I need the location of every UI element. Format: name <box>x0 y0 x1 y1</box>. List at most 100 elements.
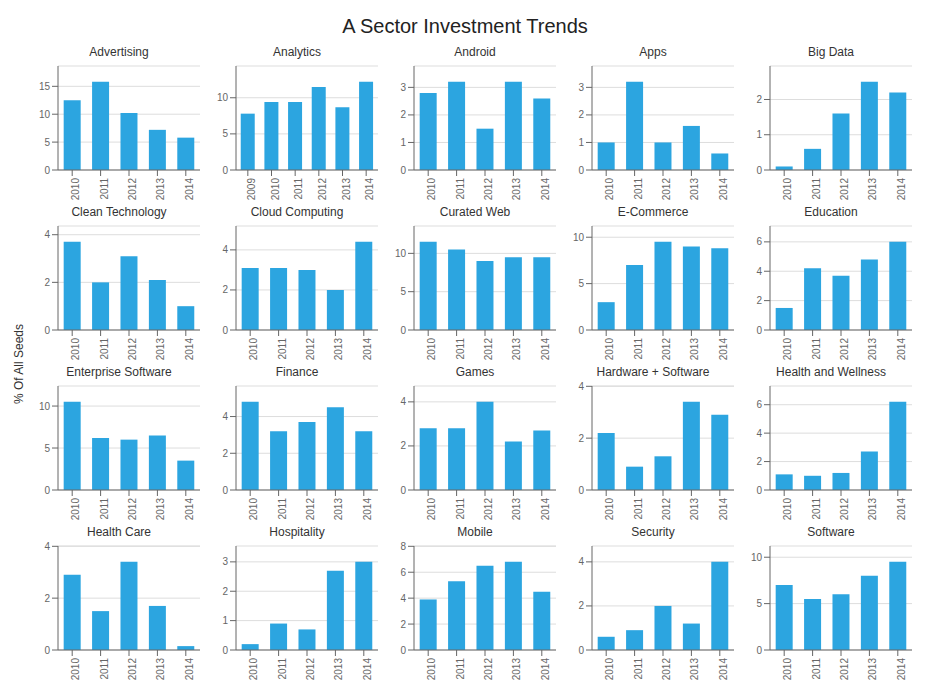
svg-text:2012: 2012 <box>483 338 494 361</box>
svg-text:2011: 2011 <box>811 498 822 520</box>
svg-text:2011: 2011 <box>633 178 644 200</box>
svg-text:0: 0 <box>222 485 228 496</box>
svg-text:4: 4 <box>222 411 228 422</box>
svg-text:4: 4 <box>756 266 762 277</box>
svg-text:2011: 2011 <box>455 658 466 680</box>
svg-text:2012: 2012 <box>661 658 672 681</box>
svg-text:2013: 2013 <box>512 658 523 681</box>
svg-text:10: 10 <box>39 401 51 412</box>
svg-text:2013: 2013 <box>690 658 701 681</box>
svg-text:0: 0 <box>756 165 762 176</box>
svg-text:2013: 2013 <box>334 498 345 521</box>
svg-text:2010: 2010 <box>426 338 437 361</box>
svg-text:2012: 2012 <box>127 498 138 521</box>
svg-text:2012: 2012 <box>661 498 672 521</box>
svg-text:4: 4 <box>578 556 584 567</box>
svg-text:0: 0 <box>400 165 406 176</box>
svg-text:2012: 2012 <box>305 338 316 361</box>
svg-text:2: 2 <box>578 600 584 611</box>
svg-text:2014: 2014 <box>362 338 373 361</box>
svg-text:2014: 2014 <box>184 338 195 361</box>
svg-text:5: 5 <box>222 128 228 139</box>
svg-text:3: 3 <box>222 556 228 567</box>
svg-text:10: 10 <box>39 109 51 120</box>
svg-text:2012: 2012 <box>483 498 494 521</box>
svg-text:2013: 2013 <box>156 498 167 521</box>
svg-text:2014: 2014 <box>184 658 195 681</box>
svg-text:4: 4 <box>756 428 762 439</box>
svg-text:2011: 2011 <box>811 338 822 360</box>
svg-text:2010: 2010 <box>70 498 81 521</box>
svg-text:0: 0 <box>44 325 50 336</box>
svg-text:6: 6 <box>756 236 762 247</box>
svg-text:2013: 2013 <box>334 658 345 681</box>
svg-text:4: 4 <box>44 229 50 240</box>
svg-text:10: 10 <box>395 248 407 259</box>
svg-text:2010: 2010 <box>604 178 615 201</box>
svg-text:2012: 2012 <box>127 338 138 361</box>
svg-text:5: 5 <box>756 598 762 609</box>
svg-text:2010: 2010 <box>270 178 281 201</box>
svg-text:2009: 2009 <box>246 178 257 201</box>
svg-text:0: 0 <box>44 645 50 656</box>
svg-text:2014: 2014 <box>718 498 729 521</box>
svg-text:2: 2 <box>578 433 584 444</box>
svg-text:2013: 2013 <box>690 178 701 201</box>
svg-text:2011: 2011 <box>455 178 466 200</box>
svg-text:2014: 2014 <box>896 498 907 521</box>
svg-text:2014: 2014 <box>362 498 373 521</box>
svg-text:2010: 2010 <box>426 178 437 201</box>
svg-text:2: 2 <box>44 593 50 604</box>
svg-text:2012: 2012 <box>305 658 316 681</box>
svg-text:0: 0 <box>44 165 50 176</box>
svg-text:2011: 2011 <box>811 658 822 680</box>
svg-text:2012: 2012 <box>839 178 850 201</box>
svg-text:2014: 2014 <box>896 338 907 361</box>
svg-text:2012: 2012 <box>127 178 138 201</box>
svg-text:2011: 2011 <box>455 338 466 360</box>
svg-text:2010: 2010 <box>782 658 793 681</box>
svg-text:2011: 2011 <box>633 658 644 680</box>
svg-text:0: 0 <box>756 325 762 336</box>
svg-text:1: 1 <box>222 615 228 626</box>
svg-text:2010: 2010 <box>604 338 615 361</box>
svg-text:2012: 2012 <box>317 178 328 201</box>
svg-text:5: 5 <box>44 137 50 148</box>
svg-text:2010: 2010 <box>248 498 259 521</box>
svg-text:2010: 2010 <box>782 178 793 201</box>
svg-text:10: 10 <box>217 92 229 103</box>
svg-text:2013: 2013 <box>690 498 701 521</box>
svg-text:2014: 2014 <box>718 338 729 361</box>
svg-text:2010: 2010 <box>426 498 437 521</box>
svg-text:0: 0 <box>222 645 228 656</box>
svg-text:2013: 2013 <box>690 338 701 361</box>
svg-text:0: 0 <box>222 165 228 176</box>
svg-text:3: 3 <box>578 82 584 93</box>
svg-text:5: 5 <box>400 286 406 297</box>
svg-text:15: 15 <box>39 81 51 92</box>
svg-text:3: 3 <box>400 82 406 93</box>
svg-text:5: 5 <box>578 278 584 289</box>
svg-text:2011: 2011 <box>99 498 110 520</box>
svg-text:2010: 2010 <box>604 658 615 681</box>
svg-text:0: 0 <box>400 325 406 336</box>
svg-text:2012: 2012 <box>305 498 316 521</box>
svg-text:2014: 2014 <box>184 498 195 521</box>
svg-text:2011: 2011 <box>455 498 466 520</box>
svg-text:2010: 2010 <box>248 658 259 681</box>
svg-text:0: 0 <box>44 485 50 496</box>
svg-text:2013: 2013 <box>512 498 523 521</box>
svg-text:2010: 2010 <box>426 658 437 681</box>
svg-text:8: 8 <box>400 541 406 552</box>
svg-text:2013: 2013 <box>868 498 879 521</box>
svg-text:2013: 2013 <box>868 658 879 681</box>
svg-text:2011: 2011 <box>277 338 288 360</box>
svg-text:6: 6 <box>400 567 406 578</box>
svg-text:10: 10 <box>573 232 585 243</box>
svg-text:2014: 2014 <box>718 658 729 681</box>
svg-text:2013: 2013 <box>334 338 345 361</box>
svg-text:2012: 2012 <box>839 658 850 681</box>
svg-text:2010: 2010 <box>70 338 81 361</box>
svg-text:2: 2 <box>222 448 228 459</box>
svg-text:2012: 2012 <box>839 338 850 361</box>
